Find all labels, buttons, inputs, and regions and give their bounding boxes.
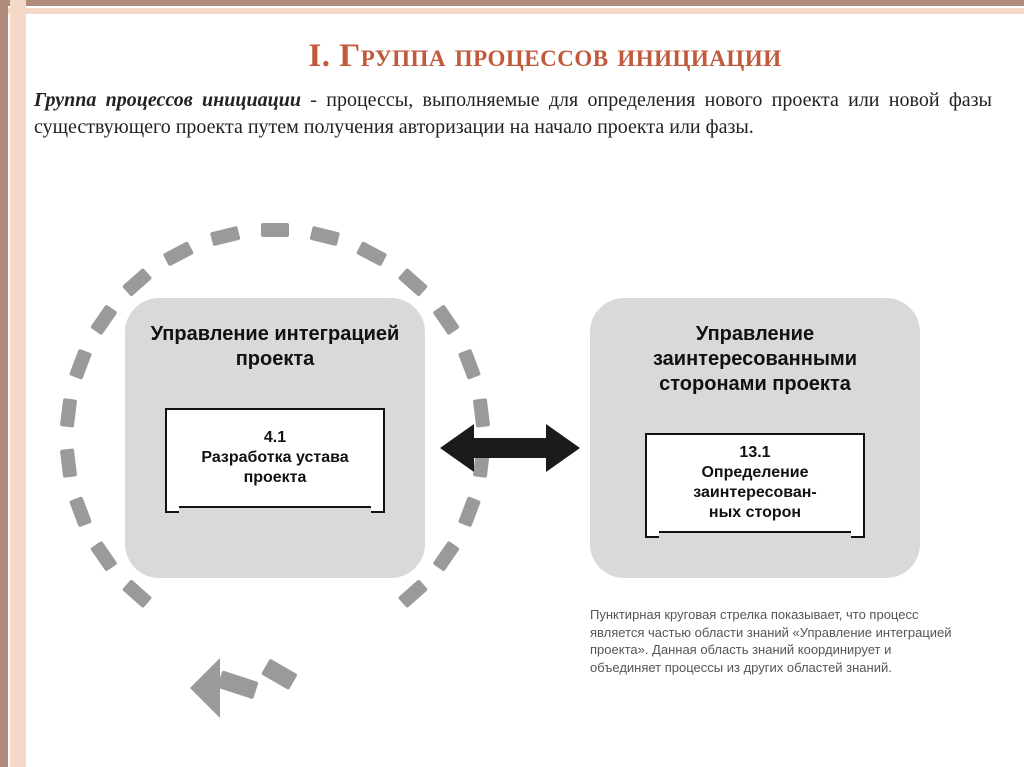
process-box-charter: 4.1Разработка устава проекта bbox=[177, 408, 373, 508]
process-box-stakeholders: 13.1Определение заинтересован-ных сторон bbox=[657, 433, 853, 533]
process-box-charter-label: 4.1Разработка устава проекта bbox=[193, 428, 357, 488]
definition-term: Группа процессов инициации bbox=[34, 89, 301, 111]
dashed-circle-arrowhead bbox=[190, 658, 330, 728]
diagram-area: Управление интеграцией проекта 4.1Разраб… bbox=[0, 230, 1024, 750]
process-box-stakeholders-label: 13.1Определение заинтересован-ных сторон bbox=[673, 443, 837, 523]
frame-top bbox=[0, 0, 1024, 14]
definition-paragraph: Группа процессов инициации - процессы, в… bbox=[30, 87, 1010, 141]
node-stakeholders: Управление заинтересованными сторонами п… bbox=[590, 298, 920, 578]
slide-title: I. Группа процессов инициации bbox=[80, 38, 1010, 75]
slide-content: I. Группа процессов инициации Группа про… bbox=[30, 18, 1010, 141]
node-integration-title: Управление интеграцией проекта bbox=[125, 298, 425, 382]
node-integration: Управление интеграцией проекта 4.1Разраб… bbox=[125, 298, 425, 578]
diagram-footnote: Пунктирная круговая стрелка показывает, … bbox=[590, 606, 960, 676]
bidirectional-arrow-icon bbox=[440, 420, 580, 476]
node-stakeholders-title: Управление заинтересованными сторонами п… bbox=[590, 298, 920, 407]
